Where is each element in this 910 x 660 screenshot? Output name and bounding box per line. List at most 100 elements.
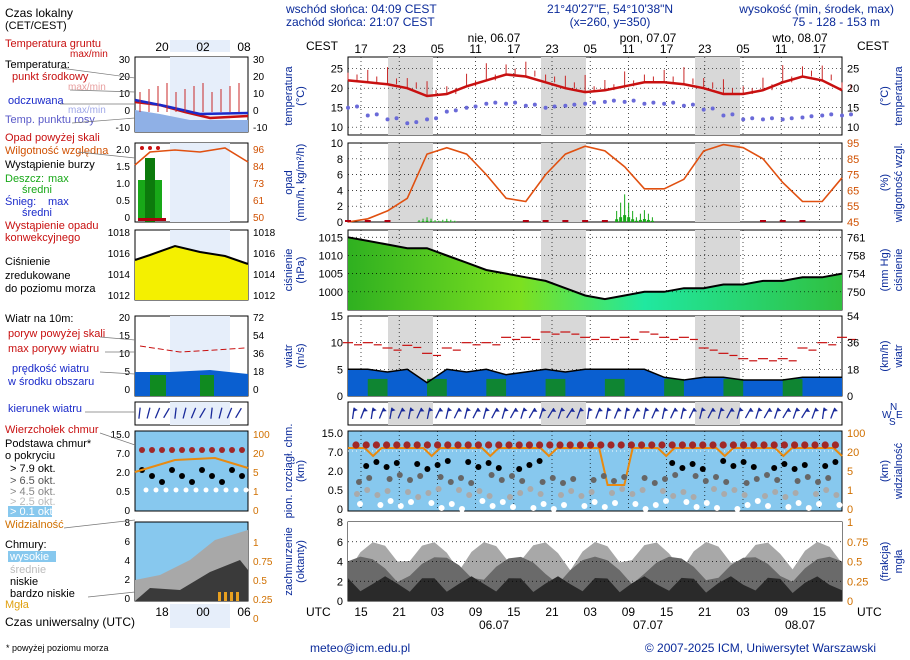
top-hour-tick: 11 [622, 42, 635, 56]
wind-dir-arrow [688, 407, 698, 419]
wind-dir-arrow [557, 407, 566, 419]
dew-point-dot [425, 117, 430, 122]
precip-tick: 6 [337, 170, 343, 182]
cloud-base-dot [530, 505, 537, 511]
compass-n: N [890, 402, 897, 413]
mini-wind-tick-right: 54 [253, 331, 265, 342]
wind-dir-arrow [397, 407, 406, 419]
cloud-base-dot [458, 475, 464, 481]
cloud-base-dot [488, 472, 495, 478]
cloud-base-dot [568, 488, 575, 494]
dew-point-dot [800, 115, 805, 120]
pressure-line [347, 236, 843, 301]
mini-temp-tick: -10 [116, 123, 131, 134]
cloud-base-dot [782, 494, 789, 500]
arrow-head [419, 407, 425, 412]
cloud-base-dot [498, 477, 505, 483]
arrow-head [456, 407, 463, 412]
wind-tick: 10 [331, 338, 343, 350]
cloud-base-dot [714, 505, 720, 511]
wind-dir-arrow [370, 407, 377, 420]
pressure-tick: 1005 [319, 269, 343, 281]
wind-shade [486, 378, 507, 396]
cloud-base-dot [731, 487, 738, 493]
cloud-base-dot [750, 464, 757, 470]
arrow-head [428, 407, 434, 412]
pressure-mmhg-tick: 754 [847, 269, 865, 281]
night-band [541, 402, 586, 425]
temp-left-title: temperatura [283, 65, 295, 125]
wind-dir-arrow [624, 407, 631, 420]
arrow-head [484, 407, 490, 412]
arrow-head [625, 407, 631, 412]
wind-dir-arrow [811, 407, 820, 419]
bottom-hour-tick: 15 [354, 605, 368, 619]
contact-email[interactable]: meteo@icm.edu.pl [310, 641, 410, 655]
leader-line [69, 89, 136, 93]
dew-point-dot [741, 117, 746, 122]
cloud-top-dot [485, 441, 493, 449]
cloud-base-dot [771, 465, 778, 471]
dew-point-dot [849, 112, 853, 117]
mini-fog-tick: 0.75 [253, 557, 273, 568]
precip-mean-bar [425, 220, 429, 222]
arrow-head [738, 407, 744, 412]
cloud-top-dot [546, 441, 554, 449]
mini-storm [140, 146, 144, 150]
cloud-base-dot [693, 504, 700, 510]
sunrise-text: wschód słońca: 04:09 CEST [285, 2, 437, 16]
precip-mean-bar [429, 221, 433, 222]
wind-shade [367, 378, 388, 396]
cloud-base-dot [813, 491, 819, 497]
visibility-tick: 1 [847, 485, 853, 497]
mini-hum-tick: 73 [253, 179, 265, 190]
cloud-base-dot [414, 461, 421, 467]
bottom-hour-tick: 21 [545, 605, 559, 619]
pressure-mmhg-tick: 758 [847, 250, 865, 262]
wind-dir-arrow [651, 407, 660, 419]
dew-point-dot [789, 116, 794, 121]
top-hour-tick: 05 [584, 42, 598, 56]
mini-hum-tick: 50 [253, 213, 265, 224]
temp-right-title: temperatura [893, 65, 905, 125]
cloud-base-dot [499, 499, 506, 505]
cloud-top-dot [566, 441, 574, 449]
legend-text: odczuwana [8, 95, 65, 107]
legend-text: Temperatura gruntu [5, 38, 101, 50]
cloud-base-dot [527, 486, 534, 492]
arrow-head [551, 408, 557, 412]
wind-dir-arrow [408, 407, 415, 420]
cloud-base-dot [772, 489, 779, 495]
convective-mark [364, 220, 371, 222]
cloud-base-dot [425, 490, 432, 496]
mini-cloud-base [189, 479, 195, 485]
mini-temp-tick: 10 [119, 89, 131, 100]
arrow-head [371, 407, 377, 412]
arrow-shaft [146, 407, 151, 419]
cloud-top-dot [607, 441, 615, 449]
cloud-base-dot [550, 506, 557, 512]
dew-point-dot [840, 113, 844, 118]
legend-text: kierunek wiatru [8, 403, 82, 415]
cloud-base-dot [743, 480, 750, 486]
cloud-base-dot [621, 474, 628, 480]
top-hour-tick: 11 [775, 42, 788, 56]
cloud-top-dot [699, 441, 707, 449]
cloud-base-dot [670, 493, 677, 499]
wind-tick: 0 [337, 391, 343, 403]
mini-wind-shade [150, 375, 166, 396]
mini-wind-tick-right: 0 [253, 385, 259, 396]
wind-dir-arrow [491, 407, 500, 419]
legend-text: > 4.5 okt. [10, 486, 56, 498]
copyright: © 2007-2025 ICM, Uniwersytet Warszawski [645, 641, 876, 655]
mini-cov-layer [135, 560, 248, 601]
day-label-bottom: 08.07 [785, 618, 815, 632]
dew-point-dot [681, 103, 686, 108]
cloud-top-dot [648, 441, 656, 449]
mini-temp-tick: 30 [119, 55, 131, 66]
cloud-top-dot [617, 441, 625, 449]
arrow-head [616, 407, 622, 412]
convective-mark [582, 220, 589, 222]
mini-cloud-base [183, 487, 189, 493]
